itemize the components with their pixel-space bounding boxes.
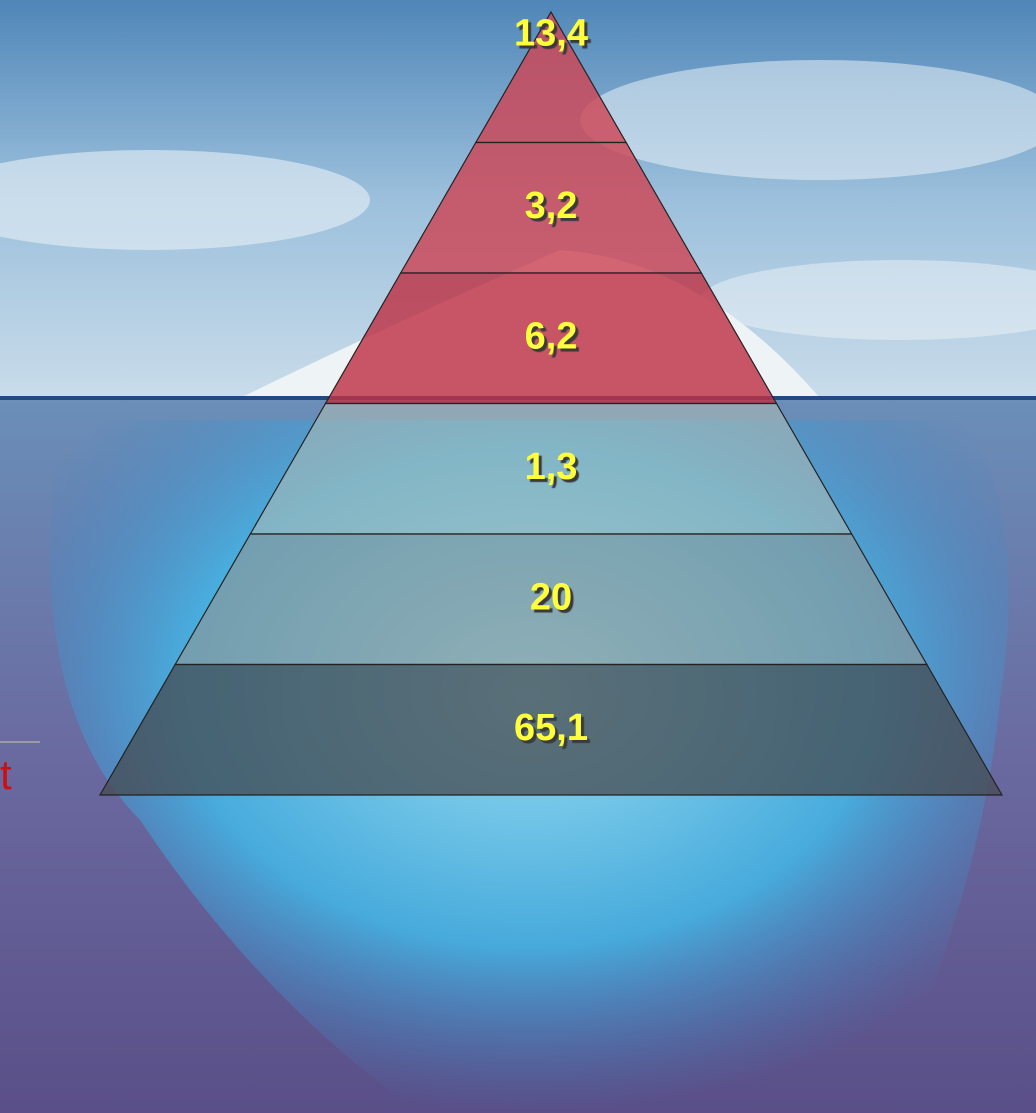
scene: 13,4 3,2 6,2 1,3 20 65,1 t [0, 0, 1036, 1113]
level-label: 20 [530, 576, 572, 618]
level-label: 65,1 [514, 707, 588, 749]
level-label: 13,4 [514, 12, 588, 54]
level-label: 1,3 [525, 446, 578, 488]
level-label: 6,2 [525, 315, 578, 357]
level-label: 3,2 [525, 185, 578, 227]
edge-text: t [0, 751, 12, 798]
